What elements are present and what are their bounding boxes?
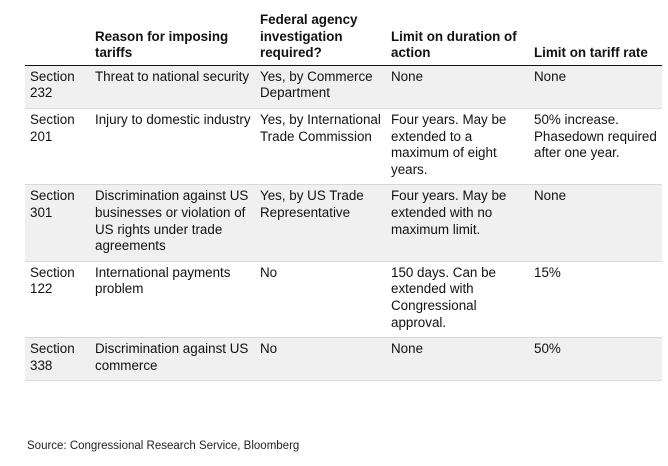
table-row: Section 232 Threat to national security … xyxy=(25,65,662,109)
cell-duration: None xyxy=(387,65,530,109)
cell-reason: Injury to domestic industry xyxy=(91,108,256,186)
cell-duration: Four years. May be extended with no maxi… xyxy=(387,184,530,262)
cell-investigation: Yes, by Commerce Department xyxy=(256,65,387,109)
table-row: Section 122 International payments probl… xyxy=(25,261,662,339)
cell-rate: 50% xyxy=(530,337,662,382)
table-row: Section 338 Discrimination against US co… xyxy=(25,337,662,382)
cell-section: Section 122 xyxy=(25,261,91,339)
header-reason: Reason for imposing tariffs xyxy=(91,10,256,66)
cell-section: Section 232 xyxy=(25,65,91,109)
header-rate-limit: Limit on tariff rate xyxy=(530,10,662,66)
tariff-authorities-table: Reason for imposing tariffs Federal agen… xyxy=(25,10,662,382)
cell-section: Section 338 xyxy=(25,337,91,382)
cell-duration: None xyxy=(387,337,530,382)
cell-rate: None xyxy=(530,65,662,109)
cell-rate: None xyxy=(530,184,662,262)
cell-reason: Discrimination against US businesses or … xyxy=(91,184,256,262)
header-duration-limit: Limit on duration of action xyxy=(387,10,530,66)
cell-investigation: Yes, by US Trade Representative xyxy=(256,184,387,262)
cell-section: Section 201 xyxy=(25,108,91,186)
table-row: Section 201 Injury to domestic industry … xyxy=(25,108,662,186)
cell-investigation: No xyxy=(256,261,387,339)
cell-rate: 50% increase. Phasedown required after o… xyxy=(530,108,662,186)
cell-duration: 150 days. Can be extended with Congressi… xyxy=(387,261,530,339)
cell-section: Section 301 xyxy=(25,184,91,262)
cell-investigation: No xyxy=(256,337,387,382)
source-note: Source: Congressional Research Service, … xyxy=(27,440,300,452)
header-investigation: Federal agency investigation required? xyxy=(256,10,387,66)
cell-rate: 15% xyxy=(530,261,662,339)
cell-reason: International payments problem xyxy=(91,261,256,339)
cell-investigation: Yes, by International Trade Commission xyxy=(256,108,387,186)
cell-duration: Four years. May be extended to a maximum… xyxy=(387,108,530,186)
cell-reason: Threat to national security xyxy=(91,65,256,109)
header-section xyxy=(25,10,91,66)
table-header-row: Reason for imposing tariffs Federal agen… xyxy=(25,10,662,66)
table-row: Section 301 Discrimination against US bu… xyxy=(25,184,662,262)
cell-reason: Discrimination against US commerce xyxy=(91,337,256,382)
